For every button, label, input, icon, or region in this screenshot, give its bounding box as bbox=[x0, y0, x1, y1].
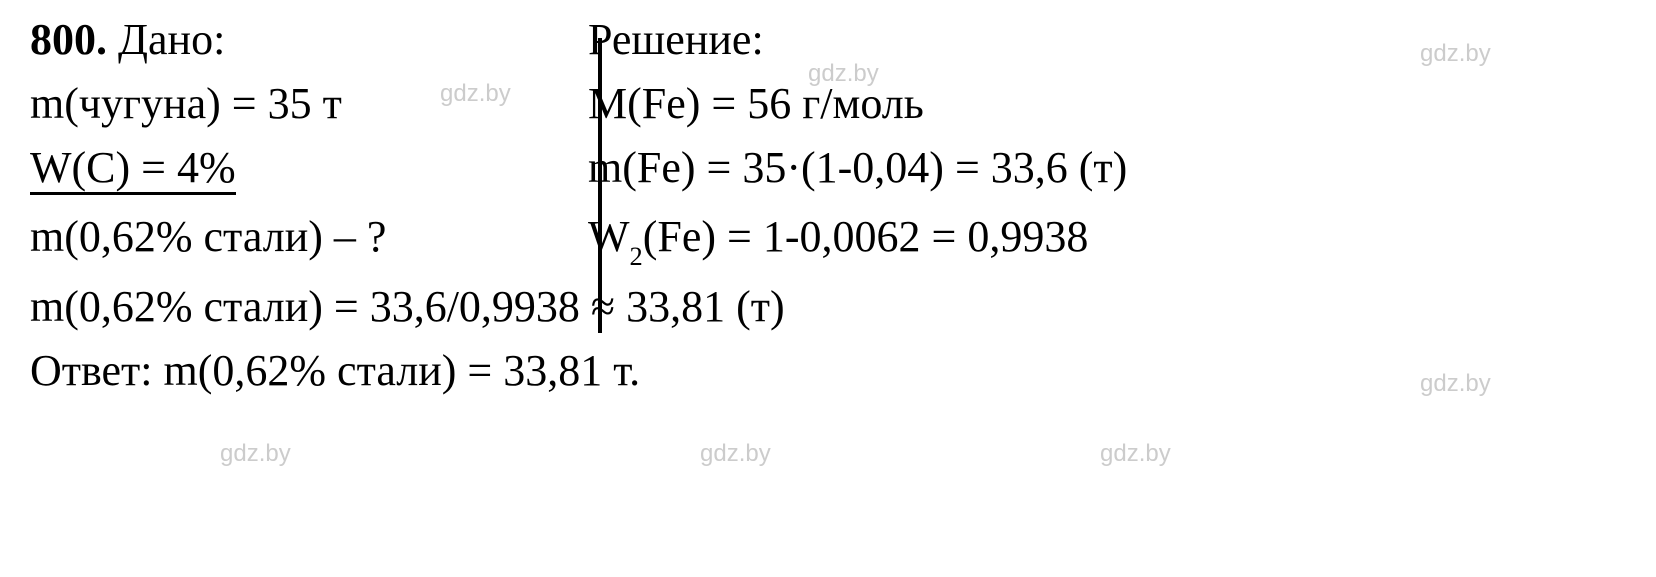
w2-pre: W bbox=[588, 212, 630, 261]
solution-label: Решение: bbox=[588, 15, 764, 64]
given-header: 800. Дано: bbox=[30, 18, 570, 62]
row-3: W(C) = 4% m(Fe) = 35·(1-0,04) = 33,6 (т) bbox=[30, 146, 1127, 195]
given-line-2-wrap: W(C) = 4% bbox=[30, 146, 570, 195]
given-line-3: m(0,62% стали) – ? bbox=[30, 215, 570, 259]
calc-line: m(0,62% стали) = 33,6/0,9938 ≈ 33,81 (т) bbox=[30, 285, 785, 329]
row-4: m(0,62% стали) – ? W2(Fe) = 1-0,0062 = 0… bbox=[30, 215, 1127, 265]
problem-page: 800. Дано: Решение: m(чугуна) = 35 т M(F… bbox=[30, 18, 1127, 393]
solution-line-1: M(Fe) = 56 г/моль bbox=[570, 82, 924, 126]
row-1: 800. Дано: Решение: bbox=[30, 18, 1127, 62]
problem-number: 800. bbox=[30, 15, 107, 64]
solution-header: Решение: bbox=[570, 18, 764, 62]
watermark: gdz.by bbox=[700, 440, 771, 468]
solution-line-2: m(Fe) = 35·(1-0,04) = 33,6 (т) bbox=[570, 146, 1127, 190]
watermark: gdz.by bbox=[1100, 440, 1171, 468]
w2-sub: 2 bbox=[630, 241, 643, 271]
row-6: Ответ: m(0,62% стали) = 33,81 т. bbox=[30, 349, 1127, 393]
row-2: m(чугуна) = 35 т M(Fe) = 56 г/моль bbox=[30, 82, 1127, 126]
watermark: gdz.by bbox=[220, 440, 291, 468]
given-label: Дано: bbox=[118, 15, 225, 64]
answer-line: Ответ: m(0,62% стали) = 33,81 т. bbox=[30, 349, 640, 393]
row-5: m(0,62% стали) = 33,6/0,9938 ≈ 33,81 (т) bbox=[30, 285, 1127, 329]
watermark: gdz.by bbox=[1420, 370, 1491, 398]
watermark: gdz.by bbox=[1420, 40, 1491, 68]
w2-post: (Fe) = 1-0,0062 = 0,9938 bbox=[643, 212, 1089, 261]
given-line-1: m(чугуна) = 35 т bbox=[30, 82, 570, 126]
solution-line-3: W2(Fe) = 1-0,0062 = 0,9938 bbox=[570, 215, 1088, 265]
given-line-2: W(C) = 4% bbox=[30, 146, 236, 195]
